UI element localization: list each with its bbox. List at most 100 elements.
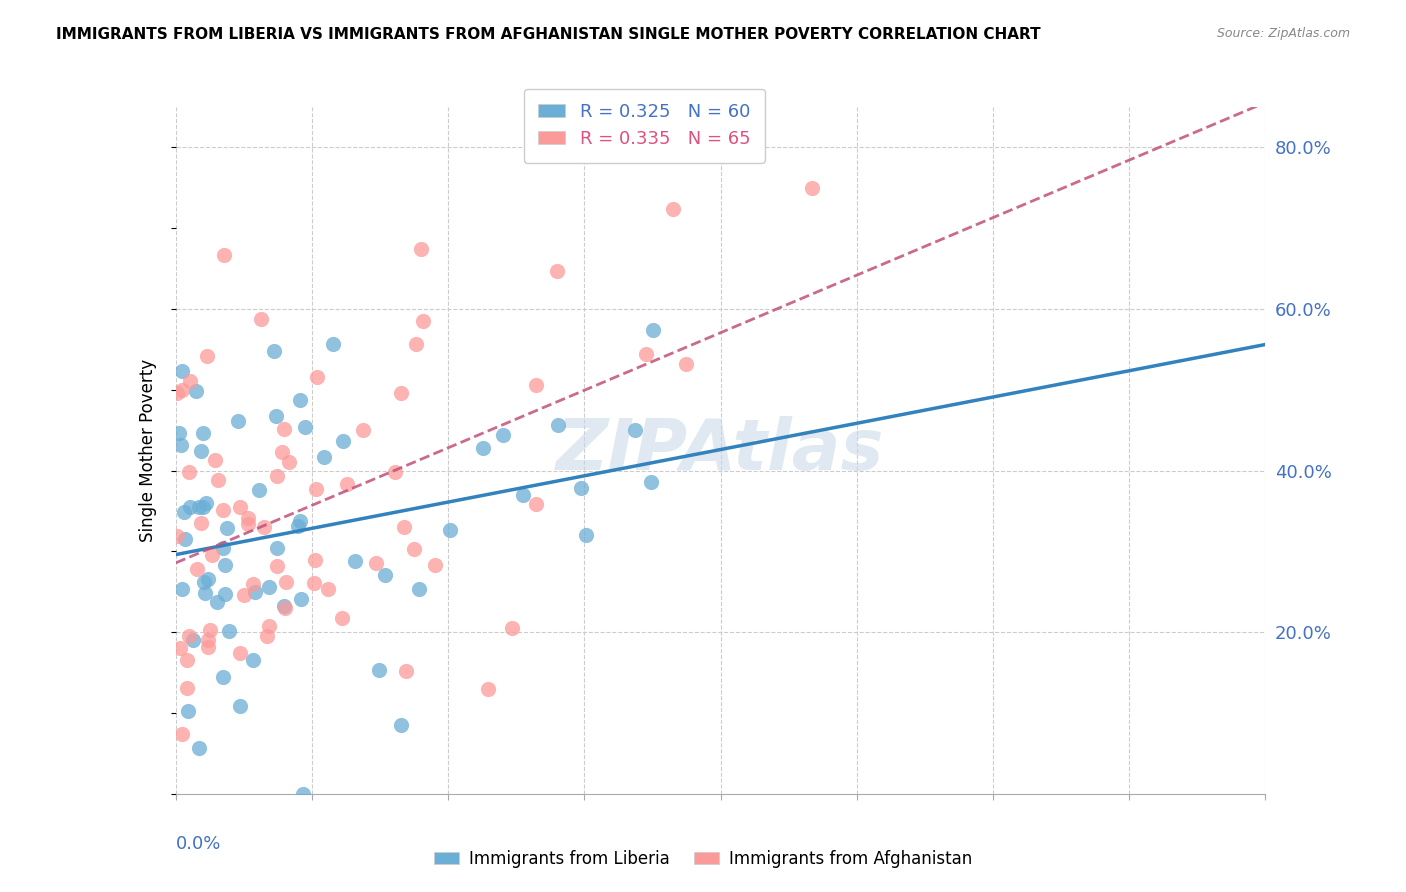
Point [174, 533, 197, 547]
Point [229, 646, 252, 660]
Point [412, 314, 434, 328]
Point [546, 264, 568, 278]
Point [236, 517, 259, 532]
Point [304, 483, 326, 497]
Point [408, 582, 430, 596]
Point [547, 418, 569, 433]
Point [190, 444, 212, 458]
Point [322, 337, 344, 351]
Point [233, 588, 256, 602]
Point [247, 483, 270, 497]
Point [575, 528, 598, 542]
Point [384, 465, 406, 479]
Point [641, 323, 664, 337]
Point [166, 385, 188, 400]
Point [278, 455, 301, 469]
Point [176, 653, 198, 667]
Point [193, 575, 215, 590]
Point [242, 577, 264, 591]
Point [374, 568, 396, 582]
Point [330, 611, 353, 625]
Point [187, 500, 209, 514]
Point [501, 621, 523, 635]
Point [316, 582, 339, 596]
Point [524, 377, 547, 392]
Point [389, 718, 412, 732]
Point [166, 529, 188, 543]
Point [675, 358, 697, 372]
Point [477, 681, 499, 696]
Text: IMMIGRANTS FROM LIBERIA VS IMMIGRANTS FROM AFGHANISTAN SINGLE MOTHER POVERTY COR: IMMIGRANTS FROM LIBERIA VS IMMIGRANTS FR… [56, 27, 1040, 42]
Point [197, 633, 219, 648]
Point [439, 523, 461, 537]
Point [569, 481, 592, 495]
Point [425, 558, 447, 572]
Point [661, 202, 683, 217]
Point [405, 337, 427, 351]
Point [634, 347, 657, 361]
Point [169, 438, 191, 452]
Point [236, 511, 259, 525]
Point [364, 557, 387, 571]
Point [292, 787, 315, 801]
Point [167, 425, 190, 440]
Point [287, 519, 309, 533]
Point [179, 465, 201, 479]
Point [274, 574, 297, 589]
Point [172, 727, 194, 741]
Point [294, 420, 316, 434]
Point [263, 344, 285, 359]
Point [274, 601, 297, 615]
Point [211, 541, 233, 556]
Point [173, 505, 195, 519]
Point [524, 497, 547, 511]
Point [212, 248, 235, 262]
Point [243, 584, 266, 599]
Point [257, 580, 280, 594]
Legend: Immigrants from Liberia, Immigrants from Afghanistan: Immigrants from Liberia, Immigrants from… [427, 844, 979, 875]
Point [352, 423, 374, 437]
Point [229, 500, 252, 515]
Point [266, 468, 288, 483]
Point [195, 349, 218, 363]
Point [288, 393, 311, 408]
Point [492, 428, 515, 442]
Point [471, 441, 494, 455]
Point [207, 473, 229, 487]
Point [624, 423, 647, 437]
Point [197, 640, 219, 655]
Point [312, 450, 335, 464]
Point [256, 629, 278, 643]
Point [214, 558, 236, 572]
Point [250, 311, 273, 326]
Text: ZIPAtlas: ZIPAtlas [557, 416, 884, 485]
Point [194, 585, 217, 599]
Point [304, 553, 326, 567]
Point [800, 180, 823, 194]
Point [273, 422, 295, 436]
Point [218, 624, 240, 638]
Point [205, 595, 228, 609]
Point [170, 582, 193, 597]
Legend: R = 0.325   N = 60, R = 0.335   N = 65: R = 0.325 N = 60, R = 0.335 N = 65 [524, 88, 765, 162]
Point [215, 521, 238, 535]
Text: 0.0%: 0.0% [176, 835, 221, 853]
Point [640, 475, 662, 489]
Text: Source: ZipAtlas.com: Source: ZipAtlas.com [1216, 27, 1350, 40]
Point [512, 488, 534, 502]
Point [271, 445, 294, 459]
Point [198, 624, 221, 638]
Point [211, 503, 233, 517]
Point [368, 663, 391, 677]
Point [179, 629, 201, 643]
Point [187, 741, 209, 756]
Point [169, 640, 191, 655]
Point [197, 572, 219, 586]
Point [273, 599, 295, 613]
Point [253, 519, 276, 533]
Point [264, 409, 287, 424]
Point [226, 414, 249, 428]
Point [177, 704, 200, 718]
Point [389, 385, 412, 400]
Point [186, 562, 208, 576]
